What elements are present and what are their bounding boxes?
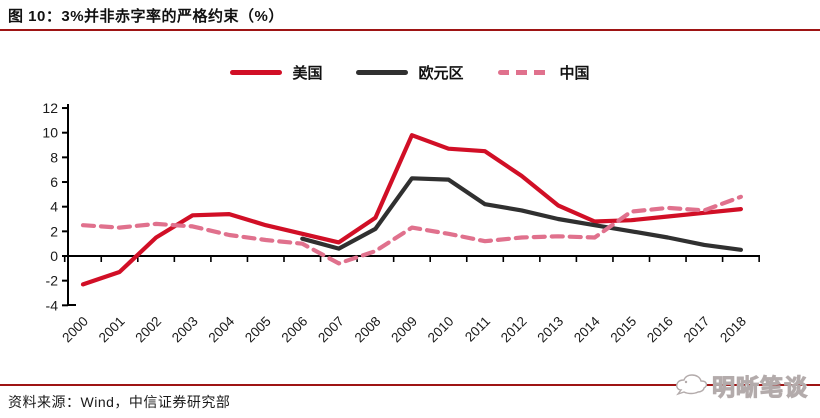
svg-text:2003: 2003 bbox=[169, 314, 201, 346]
legend-label-euro: 欧元区 bbox=[418, 65, 464, 82]
svg-text:2013: 2013 bbox=[534, 314, 566, 346]
legend-label-us: 美国 bbox=[292, 65, 323, 82]
cloud-mascot-icon bbox=[676, 374, 708, 396]
series-us-line bbox=[80, 133, 743, 287]
x-axis-tick-label: 2012 bbox=[498, 314, 530, 346]
svg-text:2014: 2014 bbox=[571, 313, 603, 345]
x-axis-tick-label: 2002 bbox=[132, 314, 164, 346]
y-axis-tick-label: -2 bbox=[46, 273, 59, 289]
svg-text:2000: 2000 bbox=[59, 314, 91, 346]
brand-watermark: 明晰笔谈 bbox=[674, 368, 808, 402]
x-axis-tick-label: 2008 bbox=[352, 314, 384, 346]
svg-text:2015: 2015 bbox=[608, 314, 640, 346]
y-axis-tick-label: 4 bbox=[50, 199, 58, 215]
y-axis-tick-label: -4 bbox=[46, 297, 59, 313]
svg-text:2012: 2012 bbox=[498, 314, 530, 346]
y-axis-tick-label: 10 bbox=[42, 125, 58, 141]
svg-text:2010: 2010 bbox=[425, 314, 457, 346]
x-axis-tick-label: 2006 bbox=[279, 314, 311, 346]
legend-swatch-euro-line bbox=[356, 70, 409, 75]
svg-text:2007: 2007 bbox=[315, 314, 347, 346]
chart-legend: 美国 欧元区 中国 bbox=[0, 62, 820, 83]
series-euro-line bbox=[300, 176, 743, 252]
x-axis-tick-label: 2004 bbox=[205, 313, 237, 345]
x-axis-tick-label: 2011 bbox=[462, 314, 493, 345]
legend-swatch-us-line bbox=[230, 70, 283, 75]
x-axis-tick-label: 2013 bbox=[534, 314, 566, 346]
x-axis-tick-label: 2007 bbox=[315, 314, 347, 346]
x-axis-tick-label: 2009 bbox=[388, 314, 420, 346]
svg-text:2005: 2005 bbox=[242, 314, 274, 346]
svg-text:2011: 2011 bbox=[462, 314, 493, 345]
svg-text:2016: 2016 bbox=[644, 314, 676, 346]
title-divider-rule bbox=[0, 29, 820, 31]
x-axis-tick-label: 2005 bbox=[242, 314, 274, 346]
x-axis-tick-label: 2000 bbox=[59, 314, 91, 346]
svg-text:2017: 2017 bbox=[681, 314, 713, 346]
x-axis-tick-label: 2015 bbox=[608, 314, 640, 346]
svg-text:2002: 2002 bbox=[132, 314, 164, 346]
y-axis-tick-label: 8 bbox=[50, 149, 58, 165]
svg-text:2018: 2018 bbox=[717, 314, 749, 346]
legend-label-china: 中国 bbox=[559, 65, 590, 82]
x-axis-tick-label: 2014 bbox=[571, 313, 603, 345]
data-source-note: 资料来源：Wind，中信证券研究部 bbox=[8, 394, 231, 410]
figure-title: 图 10：3%并非赤字率的严格约束（%） bbox=[8, 8, 284, 25]
x-axis-tick-label: 2003 bbox=[169, 314, 201, 346]
y-axis-tick-label: 2 bbox=[50, 223, 58, 239]
y-axis-tick-label: 6 bbox=[50, 174, 58, 190]
y-axis-tick-label: 12 bbox=[42, 100, 58, 116]
x-axis-tick-label: 2001 bbox=[96, 314, 128, 346]
series-china-line bbox=[80, 194, 743, 266]
svg-text:2001: 2001 bbox=[96, 314, 128, 346]
watermark-text: 明晰笔谈 bbox=[712, 374, 808, 401]
legend-item-euro: 欧元区 bbox=[356, 62, 464, 83]
legend-swatch-china-line bbox=[497, 70, 550, 75]
x-axis-tick-label: 2016 bbox=[644, 314, 676, 346]
svg-text:2009: 2009 bbox=[388, 314, 420, 346]
legend-item-us: 美国 bbox=[230, 62, 322, 83]
footer-divider-rule bbox=[0, 384, 820, 386]
x-axis-tick-label: 2017 bbox=[681, 314, 713, 346]
svg-text:2008: 2008 bbox=[352, 314, 384, 346]
x-axis-tick-label: 2018 bbox=[717, 314, 749, 346]
y-axis-tick-label: 0 bbox=[50, 248, 58, 264]
x-axis-tick-label: 2010 bbox=[425, 314, 457, 346]
svg-text:2006: 2006 bbox=[279, 314, 311, 346]
legend-item-china: 中国 bbox=[497, 62, 590, 83]
svg-text:2004: 2004 bbox=[205, 313, 237, 345]
